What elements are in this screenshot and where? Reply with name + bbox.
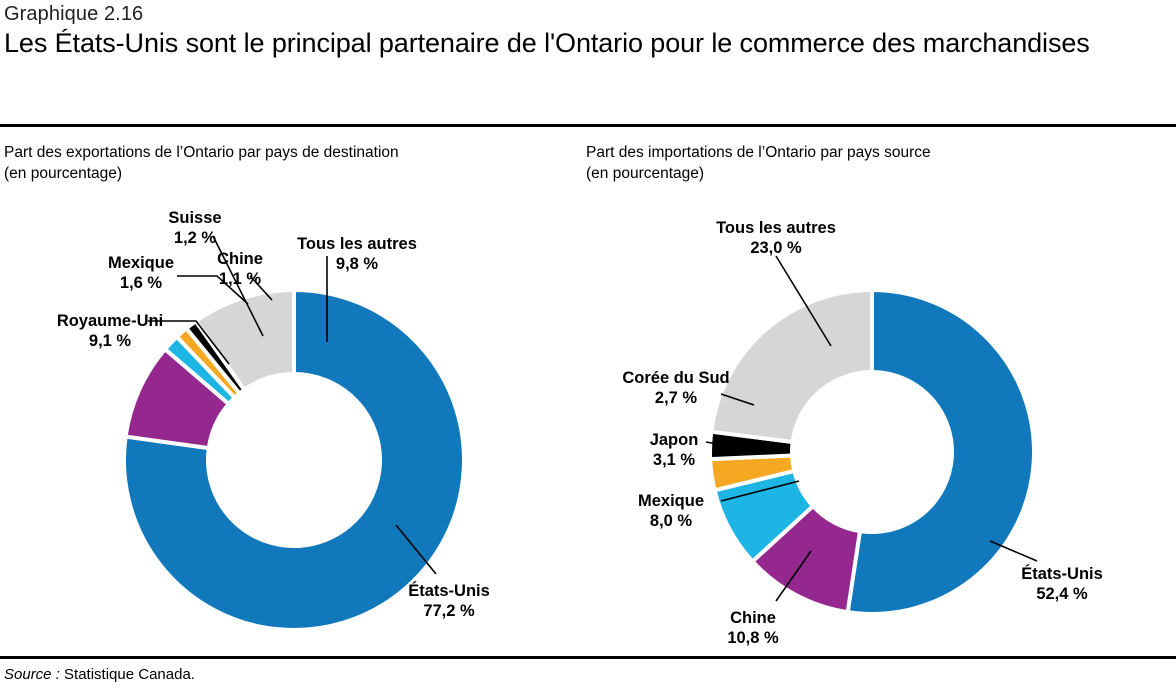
slice-label-suisse: Suisse 1,2 % <box>168 209 221 247</box>
leader-line-etats-unis <box>395 524 437 575</box>
slice-label-japon: Japon 3,1 % <box>650 431 699 469</box>
slice-label-chine: Chine 1,1 % <box>217 250 263 288</box>
exports-slices <box>122 287 466 632</box>
footer-divider <box>0 656 1176 659</box>
leader-line-etats-unis <box>989 540 1038 562</box>
donut-slice[interactable] <box>709 287 874 445</box>
leader-line-tous-les-autres <box>775 255 832 347</box>
right-panel-subtitle-text: Part des importations de l’Ontario par p… <box>586 144 931 161</box>
source-value: Statistique Canada. <box>59 666 195 683</box>
leader-line-mexique <box>720 480 800 502</box>
source-label: Source : <box>4 666 60 683</box>
slice-label-royaume-uni: Royaume-Uni 9,1 % <box>57 312 163 350</box>
exports-leader-lines <box>148 235 437 575</box>
leader-line-japon <box>705 441 765 453</box>
right-panel-subtitle: Part des importations de l’Ontario par p… <box>586 142 1126 184</box>
donut-slice[interactable] <box>193 287 296 393</box>
imports-slices <box>708 287 1036 616</box>
exports-donut-chart: Royaume-Uni 9,1 % Mexique 1,6 % Suisse 1,2 % C… <box>0 196 586 652</box>
leader-line-coree-du-sud <box>720 393 755 406</box>
slice-label-coree-du-sud: Corée du Sud 2,7 % <box>622 369 729 407</box>
donut-slice[interactable] <box>845 287 1036 616</box>
leader-line-chine <box>775 550 812 602</box>
leader-line-mexique <box>177 275 249 305</box>
donut-slice[interactable] <box>122 287 466 632</box>
chart-number: Graphique 2.16 <box>4 3 144 25</box>
header-divider <box>0 124 1176 127</box>
page-title: Les États-Unis sont le principal partena… <box>4 28 1090 58</box>
leader-line-suisse <box>212 235 264 337</box>
slice-label-tous-les-autres: Tous les autres 23,0 % <box>716 219 836 257</box>
imports-labels: Tous les autres 23,0 % Corée du Sud 2,7 % Ja… <box>622 219 1102 647</box>
right-panel-subtitle-unit: (en pourcentage) <box>586 165 705 182</box>
slice-label-mexique: Mexique 8,0 % <box>638 492 704 530</box>
source-note: Source : Statistique Canada. <box>4 665 195 685</box>
slice-label-mexique: Mexique 1,6 % <box>108 254 174 292</box>
leader-line-chine <box>249 275 273 301</box>
left-panel-subtitle-unit: (en pourcentage) <box>4 165 123 182</box>
slice-label-etats-unis: États-Unis 77,2 % <box>408 581 490 620</box>
exports-labels: Royaume-Uni 9,1 % Mexique 1,6 % Suisse 1,2 %C… <box>57 209 490 620</box>
exports-donut-svg: Royaume-Uni 9,1 % Mexique 1,6 % Suisse 1,2 %C… <box>57 209 490 632</box>
slice-label-tous-les-autres: Tous les autres 9,8 % <box>297 235 417 273</box>
leader-line-royaume-uni <box>148 320 230 365</box>
imports-donut-svg: Tous les autres 23,0 % Corée du Sud 2,7 % Ja… <box>622 219 1102 647</box>
imports-leader-lines <box>705 255 1038 602</box>
slice-label-etats-unis: États-Unis 52,4 % <box>1021 564 1103 603</box>
left-panel-subtitle: Part des exportations de l’Ontario par p… <box>4 142 544 184</box>
left-panel-subtitle-text: Part des exportations de l’Ontario par p… <box>4 144 399 161</box>
imports-donut-chart: Tous les autres 23,0 % Corée du Sud 2,7 % Ja… <box>586 196 1176 652</box>
slice-label-chine: Chine 10,8 % <box>727 609 779 647</box>
